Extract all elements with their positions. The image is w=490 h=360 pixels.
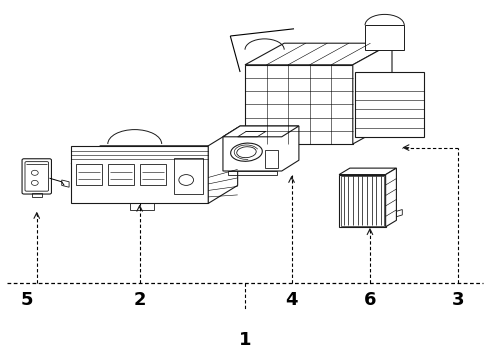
Ellipse shape: [237, 147, 256, 158]
Bar: [76, 164, 102, 185]
Bar: [355, 72, 424, 137]
Bar: [140, 164, 166, 185]
Polygon shape: [386, 168, 396, 227]
Polygon shape: [223, 126, 299, 137]
Polygon shape: [208, 128, 238, 203]
Bar: [341, 176, 384, 226]
Text: 4: 4: [285, 291, 298, 309]
Polygon shape: [339, 168, 396, 175]
Polygon shape: [353, 43, 392, 144]
Text: 3: 3: [452, 291, 465, 309]
Circle shape: [31, 170, 38, 175]
Ellipse shape: [231, 143, 262, 161]
Bar: [174, 158, 203, 194]
Bar: [265, 150, 277, 168]
Bar: [339, 175, 386, 227]
Text: 1: 1: [239, 331, 251, 349]
Bar: [108, 164, 134, 185]
Text: 2: 2: [133, 291, 146, 309]
FancyBboxPatch shape: [25, 162, 49, 191]
Polygon shape: [245, 43, 392, 65]
FancyBboxPatch shape: [22, 159, 51, 194]
Polygon shape: [245, 65, 353, 144]
Circle shape: [31, 180, 38, 185]
Bar: [365, 25, 404, 50]
Text: 5: 5: [21, 291, 33, 309]
Text: 6: 6: [364, 291, 376, 309]
Polygon shape: [223, 126, 299, 171]
Bar: [71, 146, 208, 203]
Polygon shape: [71, 146, 238, 164]
Circle shape: [179, 175, 194, 185]
